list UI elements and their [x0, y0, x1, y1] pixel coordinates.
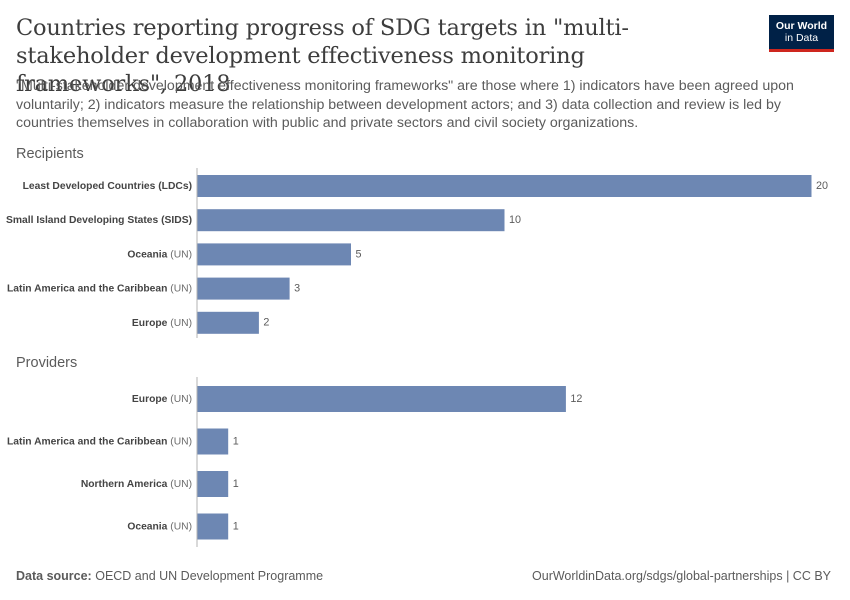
- category-label: Oceania (UN): [127, 521, 192, 532]
- source-url-link[interactable]: OurWorldinData.org/sdgs/global-partnersh…: [532, 569, 831, 583]
- bar[interactable]: [197, 513, 229, 540]
- category-label: Europe (UN): [132, 318, 192, 329]
- data-source: Data source: OECD and UN Development Pro…: [16, 569, 323, 583]
- category-label: Northern America (UN): [81, 479, 192, 490]
- bar[interactable]: [197, 386, 566, 412]
- category-label: Europe (UN): [132, 394, 192, 405]
- chart-subtitle: "Multi-stakeholder development effective…: [16, 78, 794, 131]
- value-label: 20: [816, 180, 828, 192]
- value-label: 1: [233, 478, 239, 490]
- value-label: 2: [263, 317, 269, 329]
- data-source-label: Data source:: [16, 569, 92, 583]
- chart-title: Countries reporting progress of SDG targ…: [16, 15, 629, 97]
- group-title-0: Recipients: [16, 146, 84, 162]
- value-label: 12: [570, 393, 582, 405]
- bar[interactable]: [197, 277, 290, 300]
- value-label: 5: [356, 248, 362, 260]
- logo-line-1: Our World: [775, 20, 828, 32]
- bar[interactable]: [197, 209, 505, 232]
- bar[interactable]: [197, 311, 259, 334]
- value-label: 10: [509, 214, 521, 226]
- logo-line-2: in Data: [784, 32, 819, 44]
- bar[interactable]: [197, 471, 229, 497]
- bar[interactable]: [197, 243, 352, 266]
- group-title-1: Providers: [16, 355, 77, 371]
- category-label: Oceania (UN): [127, 249, 192, 260]
- category-label: Latin America and the Caribbean (UN): [7, 283, 192, 294]
- bar[interactable]: [197, 428, 229, 455]
- category-label: Small Island Developing States (SIDS): [6, 215, 192, 226]
- value-label: 3: [294, 282, 300, 294]
- owid-logo[interactable]: Our World in Data: [769, 15, 834, 52]
- value-label: 1: [233, 435, 239, 447]
- category-label: Latin America and the Caribbean (UN): [7, 436, 192, 447]
- category-label: Least Developed Countries (LDCs): [23, 181, 192, 192]
- data-source-text: OECD and UN Development Programme: [95, 569, 324, 583]
- bar[interactable]: [197, 175, 812, 197]
- value-label: 1: [233, 520, 239, 532]
